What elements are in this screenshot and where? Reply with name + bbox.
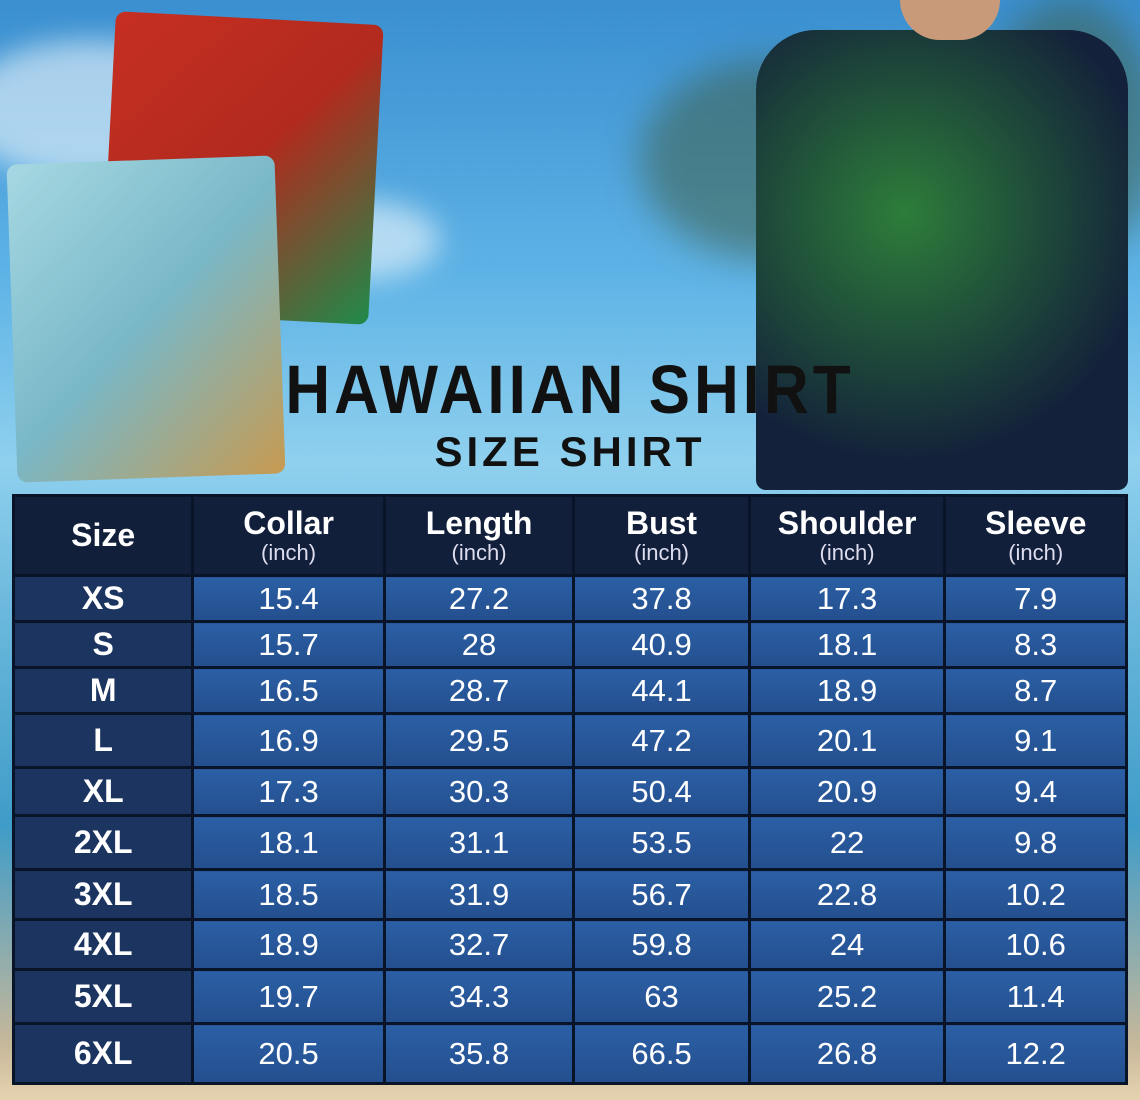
measurement-cell: 10.2 [943, 868, 1128, 921]
column-header-label: Sleeve [984, 505, 1087, 542]
measurement-cell: 66.5 [572, 1022, 751, 1085]
measurement-cell: 18.9 [747, 666, 947, 715]
table-row: 6XL 20.5 35.8 66.5 26.8 12.2 [11, 1022, 1128, 1085]
size-cell: M [11, 666, 195, 715]
measurement-cell: 26.8 [747, 1022, 947, 1085]
table-row: 4XL 18.9 32.7 59.8 24 10.6 [11, 918, 1128, 971]
model-shirt-image [756, 30, 1128, 490]
column-header: Length (inch) [382, 494, 576, 577]
measurement-cell: 12.2 [943, 1022, 1128, 1085]
measurement-cell: 17.3 [191, 766, 386, 817]
column-header: Collar (inch) [191, 494, 386, 577]
table-header-row: Size Collar (inch) Length (inch) Bust (inch) Sh… [11, 494, 1128, 577]
column-header-unit: (inch) [1008, 539, 1064, 565]
column-header-label: Size [71, 516, 136, 553]
measurement-cell: 15.4 [191, 574, 386, 623]
measurement-cell: 31.1 [382, 814, 576, 871]
measurement-cell: 40.9 [572, 620, 751, 669]
table-row: L 16.9 29.5 47.2 20.1 9.1 [11, 712, 1128, 769]
size-cell: 3XL [11, 868, 195, 921]
measurement-cell: 18.1 [747, 620, 947, 669]
column-header-unit: (inch) [451, 539, 507, 565]
table-row: 5XL 19.7 34.3 63 25.2 11.4 [11, 968, 1128, 1025]
measurement-cell: 8.7 [943, 666, 1128, 715]
measurement-cell: 9.1 [943, 712, 1128, 769]
table-row: M 16.5 28.7 44.1 18.9 8.7 [11, 666, 1128, 715]
measurement-cell: 56.7 [572, 868, 751, 921]
measurement-cell: 25.2 [747, 968, 947, 1025]
size-cell: L [11, 712, 195, 769]
column-header: Bust (inch) [572, 494, 751, 577]
measurement-cell: 28.7 [382, 666, 576, 715]
column-header-unit: (inch) [634, 539, 690, 565]
column-header-label: Bust [625, 505, 698, 542]
column-header-label: Length [425, 505, 533, 542]
measurement-cell: 17.3 [747, 574, 947, 623]
measurement-cell: 7.9 [943, 574, 1128, 623]
table-row: 2XL 18.1 31.1 53.5 22 9.8 [11, 814, 1128, 871]
table-row: XL 17.3 30.3 50.4 20.9 9.4 [11, 766, 1128, 817]
page-title: HAWAIIAN SHIRT [285, 352, 855, 429]
table-row: 3XL 18.5 31.9 56.7 22.8 10.2 [11, 868, 1128, 921]
measurement-cell: 28 [382, 620, 576, 669]
measurement-cell: 59.8 [572, 918, 751, 971]
column-header-label: Shoulder [777, 505, 917, 542]
table-row: XS 15.4 27.2 37.8 17.3 7.9 [11, 574, 1128, 623]
column-header: Sleeve (inch) [943, 494, 1128, 577]
measurement-cell: 18.5 [191, 868, 386, 921]
measurement-cell: 16.9 [191, 712, 386, 769]
measurement-cell: 47.2 [572, 712, 751, 769]
measurement-cell: 24 [747, 918, 947, 971]
measurement-cell: 18.9 [191, 918, 386, 971]
measurement-cell: 31.9 [382, 868, 576, 921]
size-cell: 4XL [11, 918, 195, 971]
measurement-cell: 29.5 [382, 712, 576, 769]
measurement-cell: 53.5 [572, 814, 751, 871]
measurement-cell: 16.5 [191, 666, 386, 715]
size-chart-table: Size Collar (inch) Length (inch) Bust (inch) Sh… [11, 494, 1128, 1085]
column-header: Size [11, 494, 195, 577]
measurement-cell: 34.3 [382, 968, 576, 1025]
measurement-cell: 11.4 [943, 968, 1128, 1025]
size-cell: 2XL [11, 814, 195, 871]
column-header-unit: (inch) [819, 539, 875, 565]
column-header-unit: (inch) [261, 539, 317, 565]
measurement-cell: 19.7 [191, 968, 386, 1025]
size-cell: XL [11, 766, 195, 817]
measurement-cell: 9.8 [943, 814, 1128, 871]
measurement-cell: 10.6 [943, 918, 1128, 971]
size-cell: XS [11, 574, 195, 623]
measurement-cell: 22.8 [747, 868, 947, 921]
measurement-cell: 9.4 [943, 766, 1128, 817]
measurement-cell: 20.1 [747, 712, 947, 769]
measurement-cell: 50.4 [572, 766, 751, 817]
measurement-cell: 32.7 [382, 918, 576, 971]
size-cell: 6XL [11, 1022, 195, 1085]
measurement-cell: 30.3 [382, 766, 576, 817]
column-header-label: Collar [243, 505, 334, 542]
measurement-cell: 35.8 [382, 1022, 576, 1085]
page-subtitle: SIZE SHIRT [434, 428, 706, 475]
measurement-cell: 44.1 [572, 666, 751, 715]
column-header: Shoulder (inch) [747, 494, 947, 577]
size-cell: S [11, 620, 195, 669]
measurement-cell: 63 [572, 968, 751, 1025]
measurement-cell: 20.9 [747, 766, 947, 817]
measurement-cell: 18.1 [191, 814, 386, 871]
measurement-cell: 22 [747, 814, 947, 871]
measurement-cell: 15.7 [191, 620, 386, 669]
table-row: S 15.7 28 40.9 18.1 8.3 [11, 620, 1128, 669]
size-cell: 5XL [11, 968, 195, 1025]
measurement-cell: 27.2 [382, 574, 576, 623]
measurement-cell: 37.8 [572, 574, 751, 623]
measurement-cell: 8.3 [943, 620, 1128, 669]
measurement-cell: 20.5 [191, 1022, 386, 1085]
